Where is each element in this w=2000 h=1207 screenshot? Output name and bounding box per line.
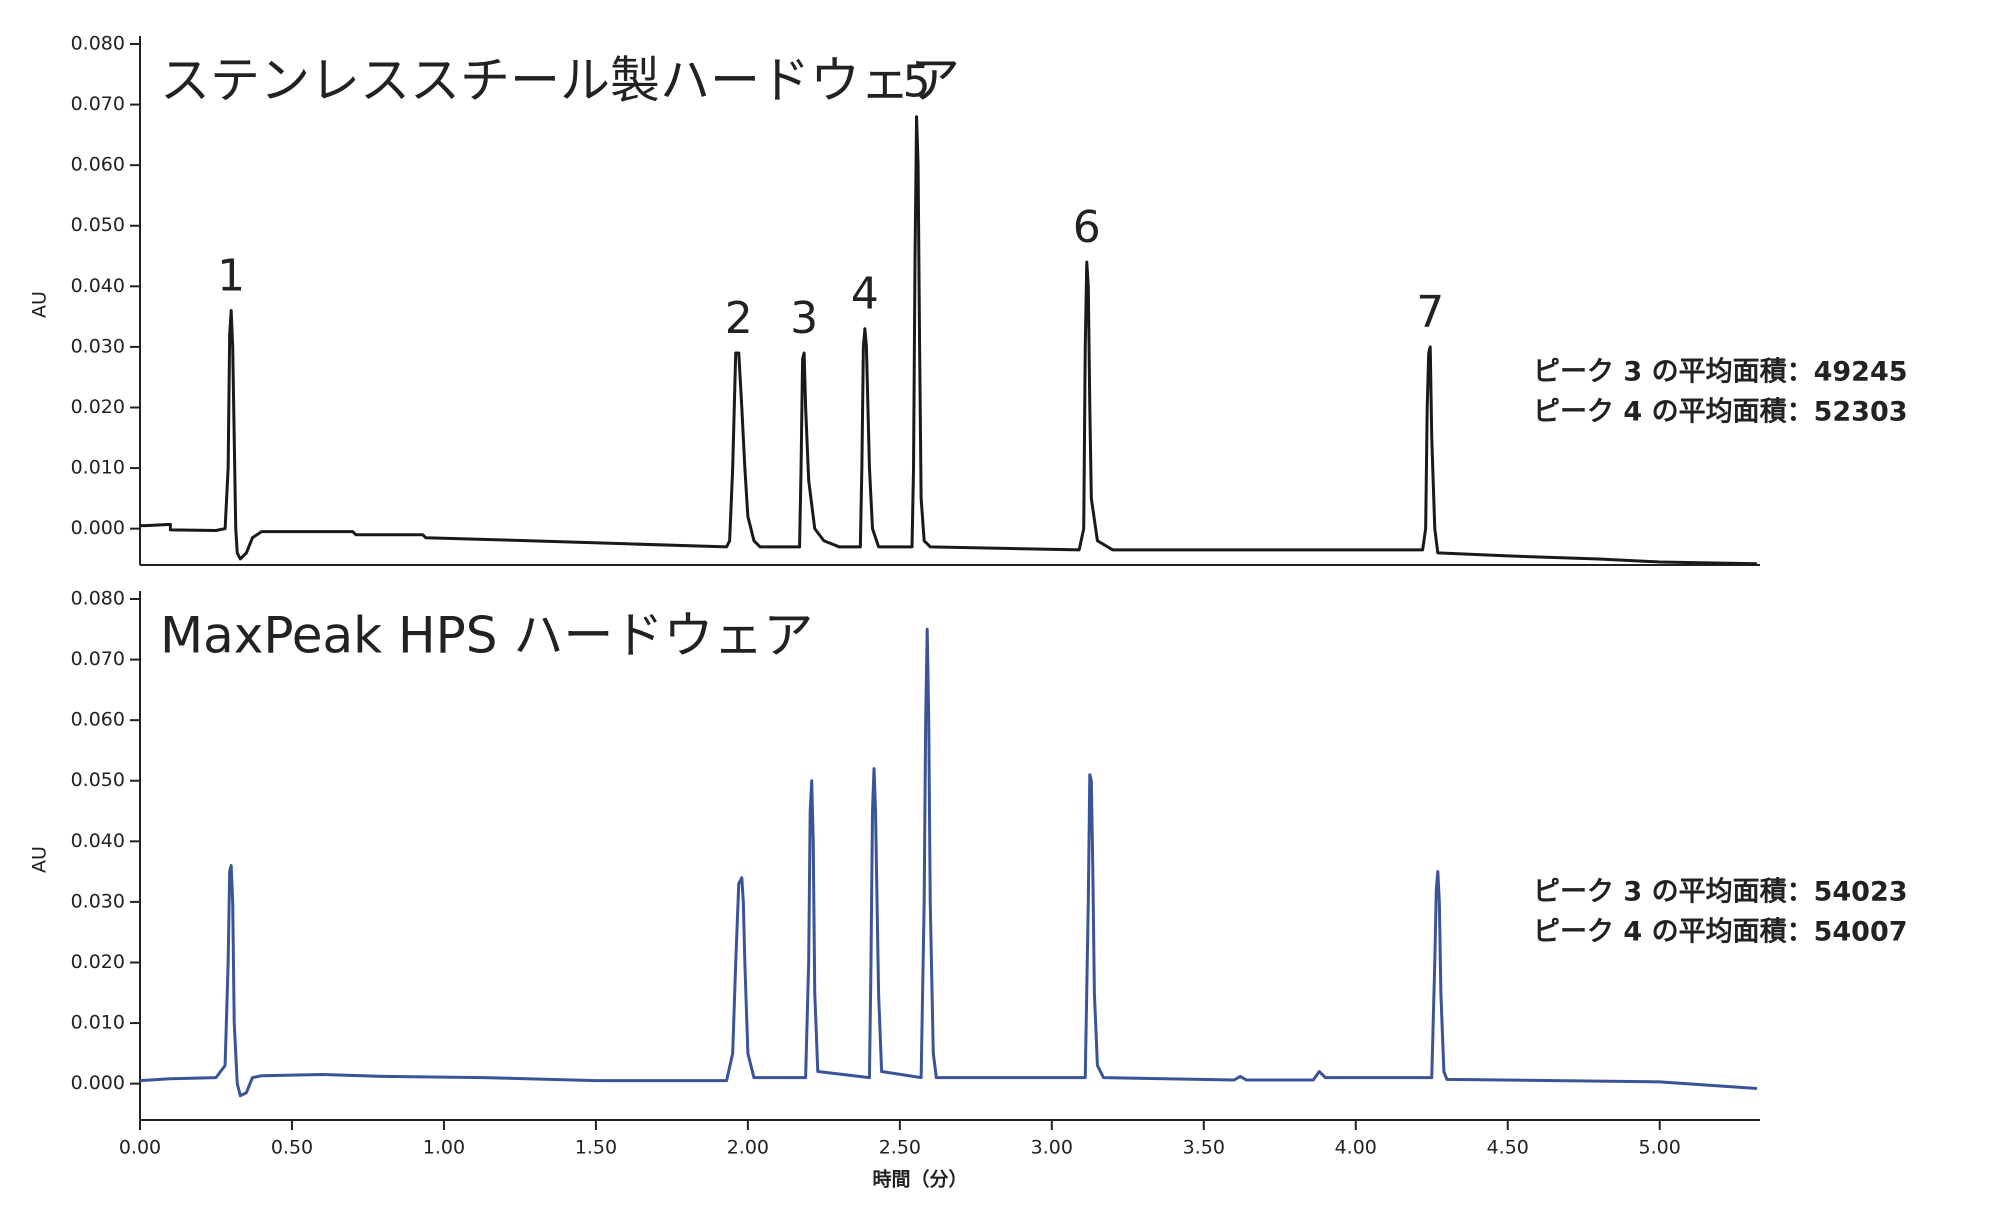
x-tick-label: 1.50 [575, 1137, 617, 1159]
x-tick-label: 3.00 [1031, 1137, 1073, 1159]
x-tick-label: 2.50 [879, 1137, 921, 1159]
y-tick-label: 0.030 [71, 890, 125, 912]
peak-label: 3 [790, 293, 818, 344]
peak-label: 2 [725, 293, 753, 344]
x-axis-label: 時間（分） [872, 1168, 967, 1191]
y-tick-label: 0.070 [71, 648, 125, 670]
x-tick-label: 0.00 [119, 1137, 161, 1159]
x-tick-label: 0.50 [271, 1137, 313, 1159]
y-tick-label: 0.050 [71, 769, 125, 791]
panel-title: ステンレススチール製ハードウェア [160, 52, 960, 110]
area-note: ピーク 3 の平均面積：49245 [1533, 357, 1908, 388]
peak-label: 1 [217, 251, 245, 302]
trace [139, 627, 1758, 1098]
y-tick-label: 0.020 [71, 396, 125, 418]
x-tick-label: 2.00 [727, 1137, 769, 1159]
panel-title: MaxPeak HPS ハードウェア [160, 607, 813, 665]
peak-label: 5 [903, 57, 931, 108]
y-axis-label: AU [29, 846, 51, 873]
y-tick-label: 0.000 [71, 517, 125, 539]
y-tick-label: 0.040 [71, 830, 125, 852]
y-tick-label: 0.070 [71, 93, 125, 115]
area-note: ピーク 3 の平均面積：54023 [1533, 877, 1908, 908]
area-note: ピーク 4 の平均面積：54007 [1533, 917, 1908, 948]
y-tick-label: 0.020 [71, 951, 125, 973]
x-tick-label: 1.00 [423, 1137, 465, 1159]
area-note: ピーク 4 の平均面積：52303 [1533, 397, 1908, 428]
y-tick-label: 0.010 [71, 1012, 125, 1034]
y-tick-label: 0.080 [71, 588, 125, 610]
y-tick-label: 0.060 [71, 709, 125, 731]
y-tick-label: 0.050 [71, 214, 125, 236]
peak-label: 4 [851, 269, 879, 320]
x-tick-label: 5.00 [1639, 1137, 1681, 1159]
y-tick-label: 0.010 [71, 457, 125, 479]
y-tick-label: 0.060 [71, 154, 125, 176]
x-tick-label: 4.00 [1335, 1137, 1377, 1159]
y-axis-label: AU [29, 291, 51, 318]
trace [140, 115, 1757, 566]
y-tick-label: 0.000 [71, 1072, 125, 1094]
peak-label: 7 [1416, 287, 1444, 338]
x-tick-label: 4.50 [1487, 1137, 1529, 1159]
peak-label: 6 [1073, 202, 1101, 253]
y-tick-label: 0.040 [71, 275, 125, 297]
x-tick-label: 3.50 [1183, 1137, 1225, 1159]
y-tick-label: 0.080 [71, 33, 125, 55]
y-tick-label: 0.030 [71, 335, 125, 357]
